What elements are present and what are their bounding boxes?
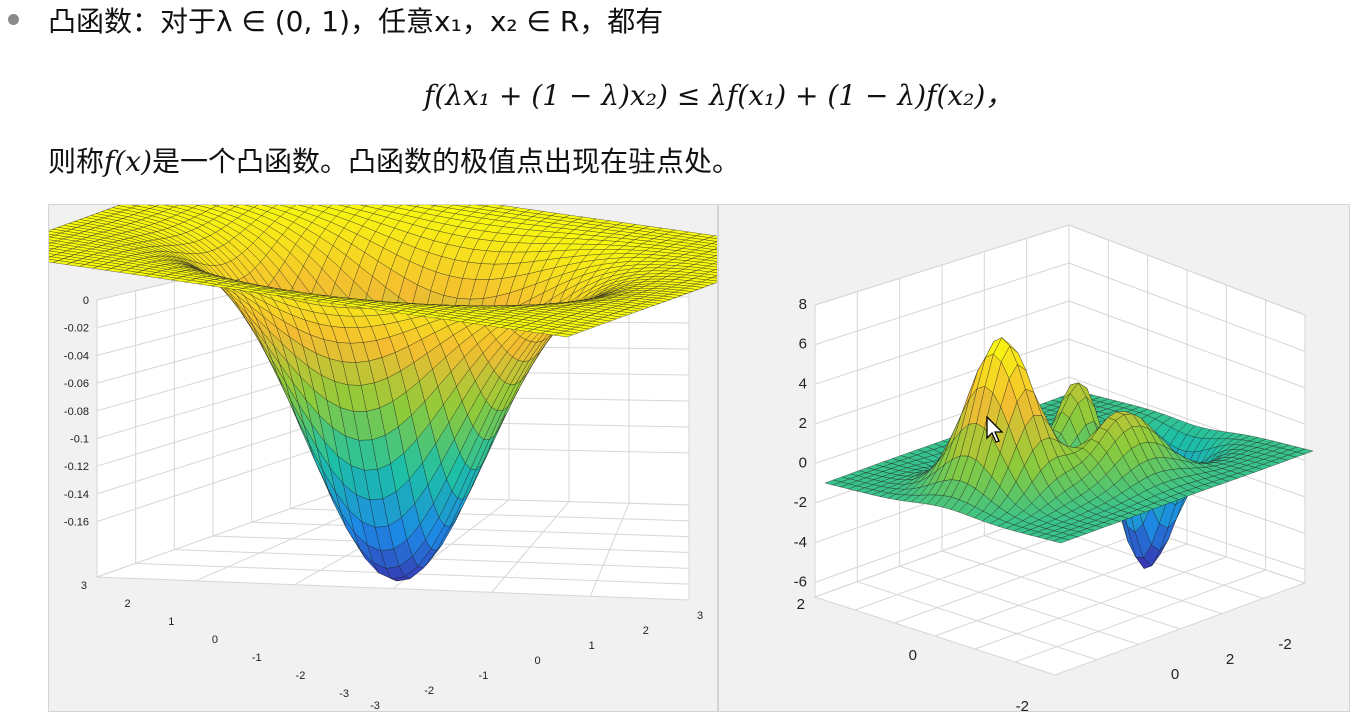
x-tick-label: 1 bbox=[589, 640, 595, 652]
y-tick-label: -2 bbox=[1016, 698, 1029, 711]
y-tick-label: -2 bbox=[296, 670, 306, 682]
y-tick-label: -3 bbox=[339, 688, 349, 700]
z-tick-label: -0.04 bbox=[64, 350, 89, 362]
z-tick-label: -6 bbox=[794, 573, 807, 590]
y-tick-label: 2 bbox=[797, 596, 805, 613]
definition-line: 凸函数：对于λ ∈ (0, 1)，任意x₁，x₂ ∈ R，都有 bbox=[48, 5, 664, 38]
surface-patch bbox=[1052, 537, 1071, 544]
surface-plot-right-canvas: 8 6 4 2 0 -2 -4 -6 2 0 -2 0 2 -2 bbox=[794, 224, 1314, 711]
surface-patch bbox=[49, 242, 52, 245]
conclusion-prefix: 则称 bbox=[48, 145, 105, 178]
surface-patch bbox=[49, 247, 54, 251]
z-tick-label: -0.12 bbox=[64, 461, 89, 473]
z-tick-label: -0.02 bbox=[64, 323, 89, 335]
x-tick-label: 2 bbox=[643, 625, 649, 637]
x-tick-label: -2 bbox=[424, 685, 434, 697]
y-tick-label: 0 bbox=[909, 647, 917, 664]
y-tick-label: 3 bbox=[81, 580, 87, 592]
bullet-dot bbox=[8, 14, 19, 25]
surface-plot-left-canvas: 0 -0.02 -0.04 -0.06 -0.08 -0.1 -0.12 -0.14 -0.16… bbox=[49, 205, 717, 711]
x-tick-label: -1 bbox=[478, 670, 488, 682]
surface-plot-left: 0 -0.02 -0.04 -0.06 -0.08 -0.1 -0.12 -0.14 -0.16… bbox=[48, 204, 718, 712]
z-tick-label: 8 bbox=[799, 296, 807, 313]
surface-patch bbox=[361, 521, 381, 552]
x-tick-label: 3 bbox=[697, 610, 703, 622]
z-tick-label: -0.1 bbox=[70, 434, 89, 446]
conclusion-line: 则称f(x)是一个凸函数。凸函数的极值点出现在驻点处。 bbox=[48, 140, 740, 184]
z-tick-label: -0.16 bbox=[64, 517, 89, 529]
z-tick-label: -0.06 bbox=[64, 378, 89, 390]
conclusion-math: f(x) bbox=[104, 145, 153, 178]
surface-plot-right: 8 6 4 2 0 -2 -4 -6 2 0 -2 0 2 -2 bbox=[718, 204, 1350, 712]
x-tick-label: 0 bbox=[1171, 666, 1179, 683]
z-tick-label: 6 bbox=[799, 336, 807, 353]
z-tick-label: -0.08 bbox=[64, 406, 89, 418]
y-tick-label: 2 bbox=[125, 598, 131, 610]
surface-patch bbox=[49, 256, 52, 258]
z-tick-label: 2 bbox=[799, 415, 807, 432]
x-tick-label: -3 bbox=[370, 700, 380, 711]
z-tick-label: -4 bbox=[794, 534, 807, 551]
x-tick-label: -2 bbox=[1278, 636, 1291, 653]
y-tick-label: 1 bbox=[168, 616, 174, 628]
y-tick-label: -1 bbox=[252, 652, 262, 664]
y-tick-label: 0 bbox=[212, 634, 218, 646]
mouse-cursor-icon bbox=[986, 416, 1004, 443]
z-tick-label: -0.14 bbox=[64, 489, 89, 501]
z-tick-label: 0 bbox=[799, 455, 807, 472]
x-tick-label: 0 bbox=[534, 655, 540, 667]
convexity-formula: f(λx₁ + (1 − λ)x₂) ≤ λf(x₁) + (1 − λ)f(x… bbox=[424, 79, 1014, 112]
z-tick-label: -2 bbox=[794, 494, 807, 511]
x-tick-label: 2 bbox=[1226, 651, 1234, 668]
surface-patch bbox=[49, 259, 59, 263]
z-tick-label: 0 bbox=[83, 295, 89, 307]
z-tick-label: 4 bbox=[799, 375, 807, 392]
conclusion-suffix: 是一个凸函数。凸函数的极值点出现在驻点处。 bbox=[152, 145, 741, 178]
